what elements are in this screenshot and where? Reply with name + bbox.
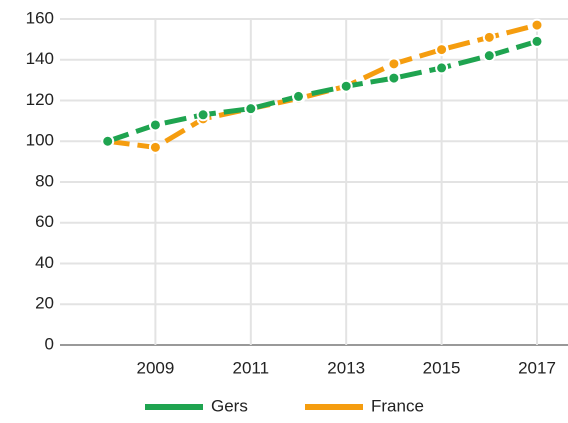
y-tick-label: 160 (26, 8, 54, 27)
y-tick-label: 60 (35, 212, 54, 231)
series-line (106, 39, 538, 144)
data-point (530, 34, 544, 48)
x-tick-label: 2017 (518, 358, 556, 377)
data-point (196, 108, 210, 122)
data-point (387, 71, 401, 85)
y-tick-label: 0 (45, 334, 54, 353)
data-point (435, 61, 449, 75)
y-tick-label: 40 (35, 253, 54, 272)
data-point (148, 140, 162, 154)
y-tick-label: 80 (35, 171, 54, 190)
data-point (482, 49, 496, 63)
x-tick-label: 2015 (423, 358, 461, 377)
data-point (291, 89, 305, 103)
data-point (435, 43, 449, 57)
y-tick-label: 100 (26, 131, 54, 150)
legend-label: France (371, 396, 424, 415)
data-point (482, 30, 496, 44)
x-tick-label: 2009 (136, 358, 174, 377)
y-tick-label: 120 (26, 90, 54, 109)
series-line (107, 22, 538, 150)
data-point (339, 79, 353, 93)
data-point (530, 18, 544, 32)
x-tick-label: 2011 (233, 358, 270, 377)
y-tick-label: 20 (35, 294, 54, 313)
data-point (387, 57, 401, 71)
data-point (244, 102, 258, 116)
y-tick-label: 140 (26, 49, 54, 68)
data-point (148, 118, 162, 132)
data-point (101, 134, 115, 148)
x-tick-label: 2013 (327, 358, 365, 377)
legend-label: Gers (211, 396, 248, 415)
